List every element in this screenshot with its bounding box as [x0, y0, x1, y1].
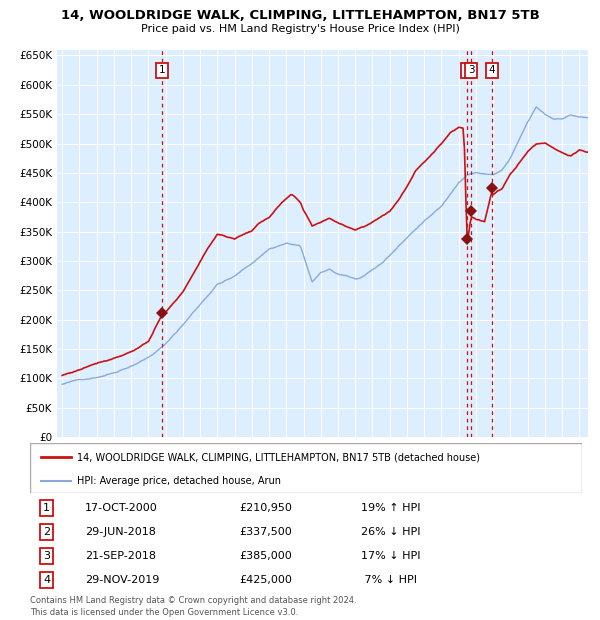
Text: 29-JUN-2018: 29-JUN-2018	[85, 527, 156, 537]
Text: 19% ↑ HPI: 19% ↑ HPI	[361, 503, 421, 513]
Text: £210,950: £210,950	[240, 503, 293, 513]
Text: HPI: Average price, detached house, Arun: HPI: Average price, detached house, Arun	[77, 476, 281, 485]
Text: 2: 2	[464, 65, 470, 75]
Text: Price paid vs. HM Land Registry's House Price Index (HPI): Price paid vs. HM Land Registry's House …	[140, 24, 460, 33]
Text: 3: 3	[468, 65, 475, 75]
Text: 14, WOOLDRIDGE WALK, CLIMPING, LITTLEHAMPTON, BN17 5TB (detached house): 14, WOOLDRIDGE WALK, CLIMPING, LITTLEHAM…	[77, 452, 480, 462]
Text: 4: 4	[488, 65, 495, 75]
Text: £425,000: £425,000	[240, 575, 293, 585]
Text: 1: 1	[43, 503, 50, 513]
Text: 17-OCT-2000: 17-OCT-2000	[85, 503, 158, 513]
Text: 14, WOOLDRIDGE WALK, CLIMPING, LITTLEHAMPTON, BN17 5TB: 14, WOOLDRIDGE WALK, CLIMPING, LITTLEHAM…	[61, 9, 539, 22]
FancyBboxPatch shape	[30, 443, 582, 493]
Text: £385,000: £385,000	[240, 551, 293, 561]
Text: £337,500: £337,500	[240, 527, 293, 537]
Text: 29-NOV-2019: 29-NOV-2019	[85, 575, 160, 585]
Text: 26% ↓ HPI: 26% ↓ HPI	[361, 527, 421, 537]
Text: 17% ↓ HPI: 17% ↓ HPI	[361, 551, 421, 561]
Text: 7% ↓ HPI: 7% ↓ HPI	[361, 575, 417, 585]
Text: Contains HM Land Registry data © Crown copyright and database right 2024.: Contains HM Land Registry data © Crown c…	[30, 596, 356, 606]
Text: This data is licensed under the Open Government Licence v3.0.: This data is licensed under the Open Gov…	[30, 608, 298, 617]
Text: 21-SEP-2018: 21-SEP-2018	[85, 551, 156, 561]
Text: 3: 3	[43, 551, 50, 561]
Text: 4: 4	[43, 575, 50, 585]
Text: 1: 1	[158, 65, 166, 75]
Text: 2: 2	[43, 527, 50, 537]
